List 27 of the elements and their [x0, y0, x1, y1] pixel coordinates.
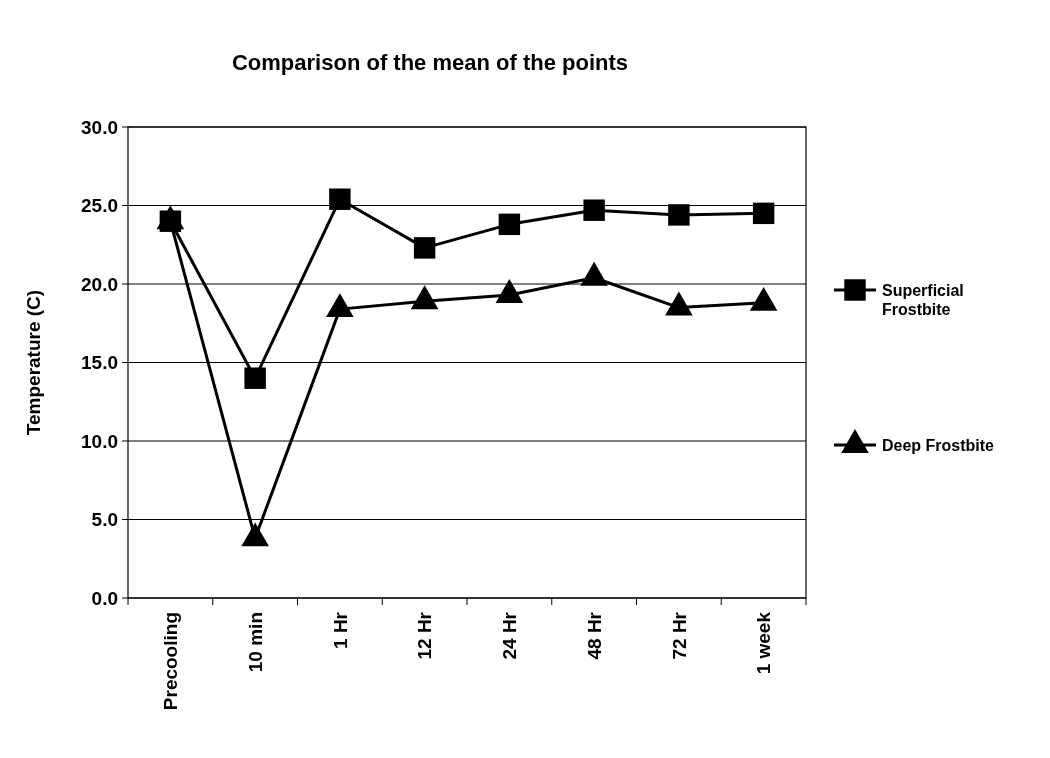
x-tick-label: 12 Hr — [414, 611, 436, 660]
point — [583, 199, 605, 221]
point — [498, 213, 521, 236]
x-tick-label: 72 Hr — [668, 611, 690, 660]
x-tick-label: 24 Hr — [499, 611, 521, 660]
point — [668, 204, 690, 226]
y-tick-label: 30.0 — [81, 116, 118, 138]
x-tick-label: 1 week — [753, 611, 775, 675]
x-tick-label: Precooling — [160, 612, 182, 711]
y-tick-label: 5.0 — [91, 509, 118, 531]
x-tick-label: 48 Hr — [583, 611, 605, 660]
legend-label: Superficial Frostbite — [882, 281, 964, 318]
x-tick-label: 10 min — [244, 612, 266, 673]
y-tick-label: 10.0 — [81, 430, 118, 452]
point — [413, 237, 436, 259]
x-tick-label: 1 Hr — [329, 611, 351, 649]
y-tick-label: 25.0 — [81, 195, 118, 217]
y-tick-label: 0.0 — [91, 587, 118, 609]
legend-label: Deep Frostbite — [882, 436, 995, 454]
point — [752, 202, 775, 225]
y-tick-label: 15.0 — [81, 352, 118, 374]
point — [241, 522, 269, 547]
y-tick-label: 20.0 — [81, 273, 118, 295]
chart-title: Comparison of the mean of the points — [231, 50, 629, 75]
point — [329, 188, 351, 210]
point — [244, 367, 266, 389]
y-axis-title: Temperature (C) — [23, 289, 44, 436]
